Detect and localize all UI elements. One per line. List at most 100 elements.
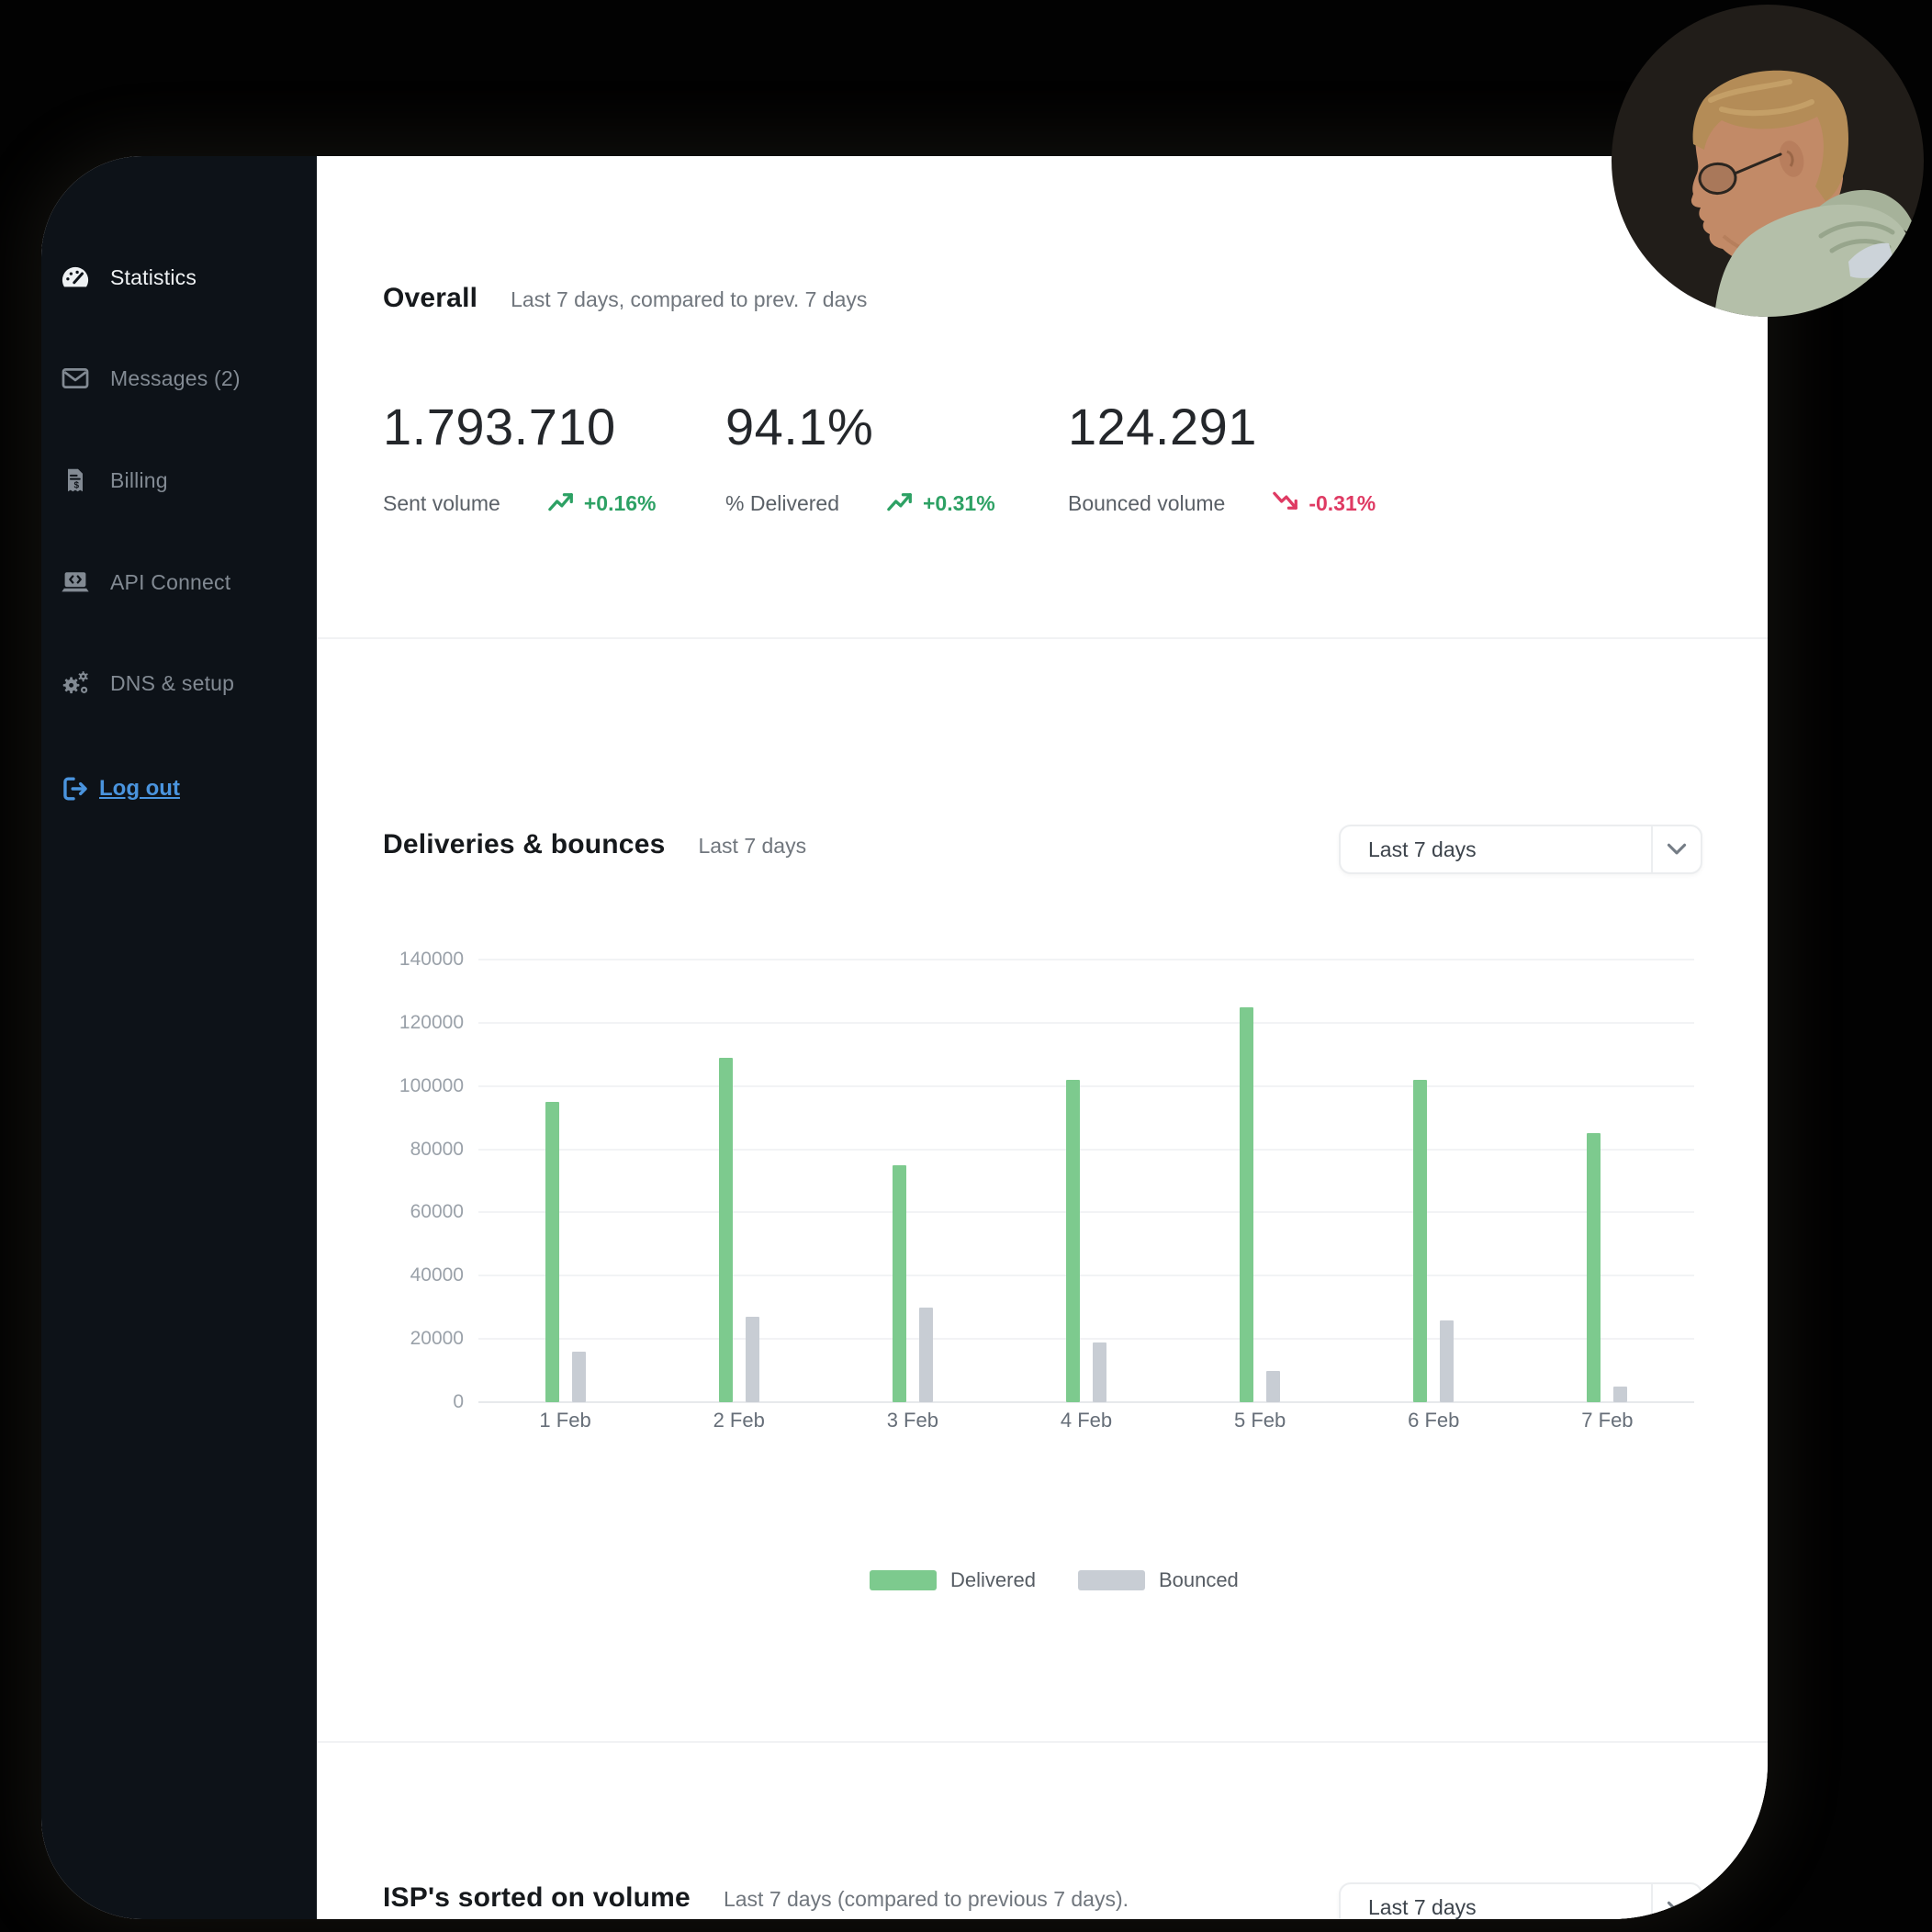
x-tick-label: 4 Feb bbox=[1060, 1409, 1113, 1432]
delivered-bar bbox=[1587, 1133, 1601, 1402]
envelope-icon bbox=[57, 360, 94, 397]
sidebar-item-messages[interactable]: Messages (2) bbox=[41, 349, 317, 408]
bounced-bar bbox=[918, 1307, 933, 1402]
isp-title: ISP's sorted on volume bbox=[383, 1882, 691, 1913]
isp-subtitle: Last 7 days (compared to previous 7 days… bbox=[723, 1887, 1129, 1911]
x-tick-label: 5 Feb bbox=[1234, 1409, 1286, 1432]
dropdown-divider bbox=[1651, 1884, 1653, 1919]
dropdown-divider bbox=[1651, 826, 1653, 872]
delivered-bar bbox=[1240, 1006, 1254, 1402]
overall-header: Overall Last 7 days, compared to prev. 7… bbox=[383, 283, 867, 314]
stat-label: Bounced volume bbox=[1068, 491, 1226, 515]
isp-header: ISP's sorted on volume Last 7 days (comp… bbox=[383, 1882, 1129, 1914]
deliveries-range-dropdown[interactable]: Last 7 days bbox=[1339, 825, 1702, 874]
sidebar: Statistics Messages (2) $ bbox=[41, 156, 317, 1919]
dropdown-value: Last 7 days bbox=[1368, 837, 1477, 861]
sidebar-item-label: DNS & setup bbox=[110, 670, 235, 695]
profile-photo bbox=[1612, 5, 1924, 317]
stat-change: -0.31% bbox=[1309, 491, 1376, 515]
sidebar-item-label: Billing bbox=[110, 467, 168, 492]
y-tick-label: 40000 bbox=[410, 1264, 464, 1286]
stat-label: Sent volume bbox=[383, 491, 500, 515]
bounced-legend-label: Bounced bbox=[1158, 1568, 1239, 1591]
overall-title: Overall bbox=[383, 283, 478, 313]
chevron-down-icon bbox=[1653, 843, 1701, 856]
stat-value: 94.1% bbox=[725, 398, 874, 455]
stat-delivered: 94.1% % Delivered +0.31% bbox=[725, 397, 1061, 518]
bounced-bar bbox=[1093, 1342, 1106, 1402]
trend-up-icon bbox=[546, 489, 576, 518]
stat-change: +0.31% bbox=[923, 491, 995, 515]
section-divider bbox=[317, 637, 1768, 639]
y-tick-label: 100000 bbox=[399, 1074, 464, 1096]
delivered-bar bbox=[1066, 1079, 1080, 1402]
gridline bbox=[478, 1021, 1694, 1024]
y-tick-label: 80000 bbox=[410, 1138, 464, 1160]
dropdown-value: Last 7 days bbox=[1368, 1894, 1477, 1919]
gridline bbox=[478, 1084, 1694, 1087]
delivered-bar bbox=[1413, 1079, 1428, 1402]
bounced-bar bbox=[745, 1317, 759, 1402]
receipt-icon: $ bbox=[57, 462, 94, 499]
chart-legend: Delivered Bounced bbox=[870, 1568, 1239, 1592]
stat-sent-volume: 1.793.710 Sent volume +0.16% bbox=[383, 397, 718, 518]
x-tick-label: 6 Feb bbox=[1408, 1409, 1460, 1432]
x-tick-label: 3 Feb bbox=[886, 1409, 938, 1432]
bounced-legend-swatch bbox=[1077, 1570, 1145, 1590]
logout-link[interactable]: Log out bbox=[57, 767, 296, 811]
delivered-bar bbox=[545, 1101, 559, 1402]
x-tick-label: 2 Feb bbox=[713, 1409, 765, 1432]
trend-up-icon bbox=[885, 489, 915, 518]
sidebar-item-dns-setup[interactable]: DNS & setup bbox=[41, 654, 317, 713]
user-avatar[interactable] bbox=[1612, 5, 1924, 317]
delivered-legend-label: Delivered bbox=[950, 1568, 1036, 1591]
laptop-code-icon bbox=[57, 564, 94, 601]
gridline bbox=[478, 1401, 1694, 1403]
delivered-bar bbox=[718, 1057, 733, 1402]
y-tick-label: 60000 bbox=[410, 1201, 464, 1223]
sidebar-item-label: Messages (2) bbox=[110, 365, 241, 390]
stat-value: 1.793.710 bbox=[383, 398, 616, 455]
bounced-bar bbox=[1440, 1320, 1455, 1402]
sidebar-item-statistics[interactable]: Statistics bbox=[41, 248, 317, 307]
logout-icon bbox=[57, 770, 94, 807]
isp-range-dropdown[interactable]: Last 7 days bbox=[1339, 1882, 1702, 1919]
section-divider bbox=[317, 1741, 1768, 1743]
trend-down-icon bbox=[1271, 489, 1300, 518]
sidebar-item-label: API Connect bbox=[110, 569, 231, 594]
bounced-bar bbox=[1613, 1386, 1628, 1402]
delivered-legend-swatch bbox=[870, 1570, 937, 1590]
sidebar-item-api-connect[interactable]: API Connect bbox=[41, 553, 317, 612]
y-tick-label: 140000 bbox=[399, 949, 464, 970]
delivered-bar bbox=[892, 1164, 906, 1402]
gridline bbox=[478, 959, 1694, 960]
svg-text:$: $ bbox=[74, 480, 80, 490]
deliveries-header: Deliveries & bounces Last 7 days bbox=[383, 829, 806, 860]
sidebar-item-billing[interactable]: $ Billing bbox=[41, 451, 317, 510]
gears-icon bbox=[57, 665, 94, 702]
x-tick-label: 1 Feb bbox=[539, 1409, 591, 1432]
overall-subtitle: Last 7 days, compared to prev. 7 days bbox=[511, 287, 868, 311]
app-window: Statistics Messages (2) $ bbox=[41, 156, 1768, 1919]
gridline bbox=[478, 1211, 1694, 1214]
y-tick-label: 120000 bbox=[399, 1011, 464, 1033]
stat-value: 124.291 bbox=[1068, 398, 1257, 455]
deliveries-subtitle: Last 7 days bbox=[698, 834, 807, 858]
bounced-bar bbox=[571, 1351, 586, 1402]
y-tick-label: 20000 bbox=[410, 1328, 464, 1350]
gridline bbox=[478, 1338, 1694, 1341]
gridline bbox=[478, 1275, 1694, 1277]
gauge-icon bbox=[57, 259, 94, 296]
chevron-down-icon bbox=[1653, 1901, 1701, 1914]
stat-bounced-volume: 124.291 Bounced volume -0.31% bbox=[1068, 397, 1403, 518]
logout-label: Log out bbox=[99, 776, 180, 801]
stat-label: % Delivered bbox=[725, 491, 839, 515]
stat-change: +0.16% bbox=[583, 491, 657, 515]
x-tick-label: 7 Feb bbox=[1581, 1409, 1634, 1432]
y-tick-label: 0 bbox=[453, 1391, 464, 1412]
sidebar-item-label: Statistics bbox=[110, 264, 197, 289]
deliveries-title: Deliveries & bounces bbox=[383, 829, 666, 859]
gridline bbox=[478, 1148, 1694, 1151]
deliveries-chart bbox=[478, 959, 1694, 1403]
